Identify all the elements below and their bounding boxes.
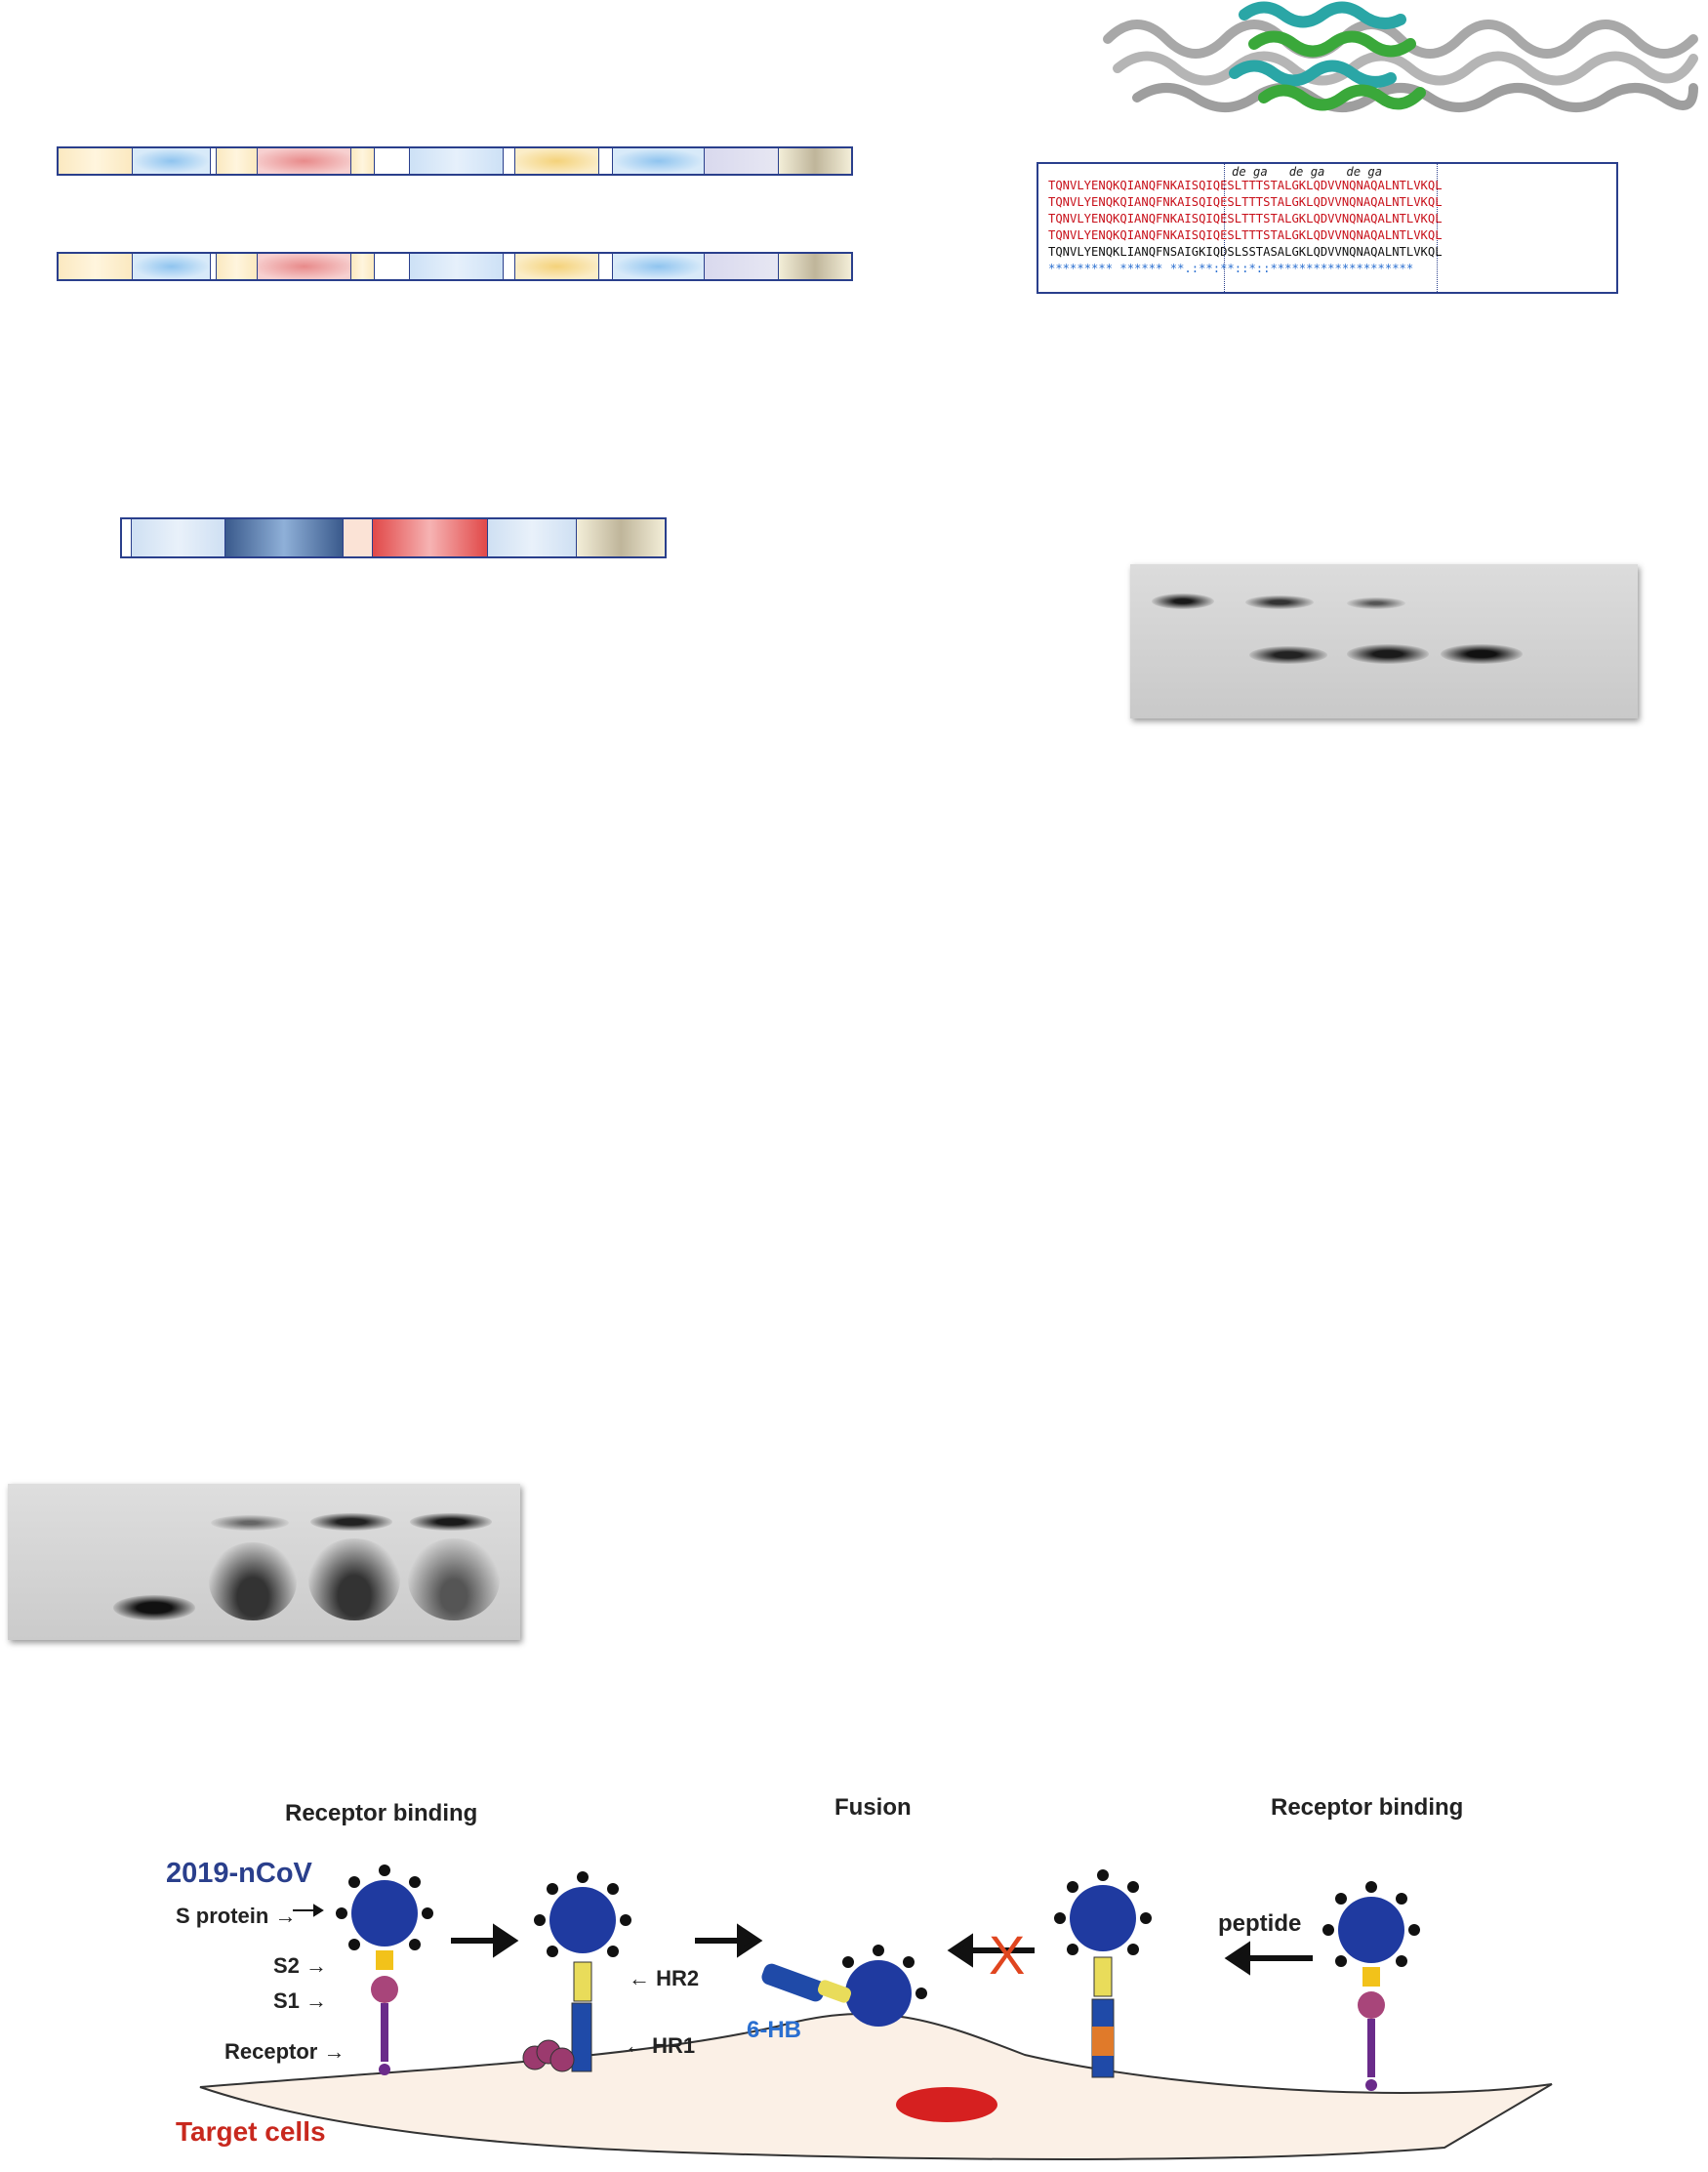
virus-particle-4 [1070,1885,1136,1951]
gel-image-left [8,1484,520,1640]
sequence-row: TQNVLYENQKQIANQFNKAISQIQESLTTTSTALGKLQDV… [1048,179,1443,192]
header-receptor-binding-left: Receptor binding [285,1800,478,1826]
virus-particle-1 [351,1880,418,1947]
six-hb-label: 6-HB [747,2017,802,2043]
gel-image-right [1130,564,1638,718]
sequence-row: TQNVLYENQKQIANQFNKAISQIQESLTTTSTALGKLQDV… [1048,212,1443,225]
hr1-label: ← HR1 [625,2033,696,2058]
virus-particle-3 [845,1960,912,2027]
s-protein-label: S protein → [176,1904,297,1928]
helix-structure-image [1103,1,1698,112]
domain-bar-1 [57,146,853,176]
virus-label: 2019-nCoV [166,1858,312,1889]
heptad-register-box [1224,162,1438,294]
virus-particle-5 [1338,1897,1404,1963]
conservation-row: ********* ****** **.:**:**::*::*********… [1048,262,1414,275]
target-cell-membrane [199,2012,1553,2160]
receptor-label: Receptor → [224,2039,346,2064]
virus-particle-2 [549,1887,616,1953]
mechanism-schematic [199,1865,1553,2160]
s2-label: S2 → [273,1953,328,1978]
header-receptor-binding-right: Receptor binding [1271,1794,1464,1821]
s1-label: S1 → [273,1988,328,2013]
cell-nucleus [896,2087,997,2122]
sequence-row-variant: TQNVLYENQKLIANQFNSAIGKIQDSLSSTASALGKLQDV… [1048,245,1443,259]
sequence-row: TQNVLYENQKQIANQFNKAISQIQESLTTTSTALGKLQDV… [1048,228,1443,242]
target-cells-label: Target cells [176,2116,326,2147]
header-fusion: Fusion [834,1794,912,1821]
hr2-label: ← HR2 [629,1966,700,1990]
heptad-header: de ga de ga de ga [1232,165,1383,179]
domain-bar-3 [120,517,667,558]
domain-bar-2 [57,252,853,281]
sequence-alignment-box: de ga de ga de ga TQNVLYENQKQIANQFNKAISQ… [1037,162,1618,294]
sequence-row: TQNVLYENQKQIANQFNKAISQIQESLTTTSTALGKLQDV… [1048,195,1443,209]
peptide-label: peptide [1218,1910,1302,1937]
block-mark: X [989,1924,1026,1986]
